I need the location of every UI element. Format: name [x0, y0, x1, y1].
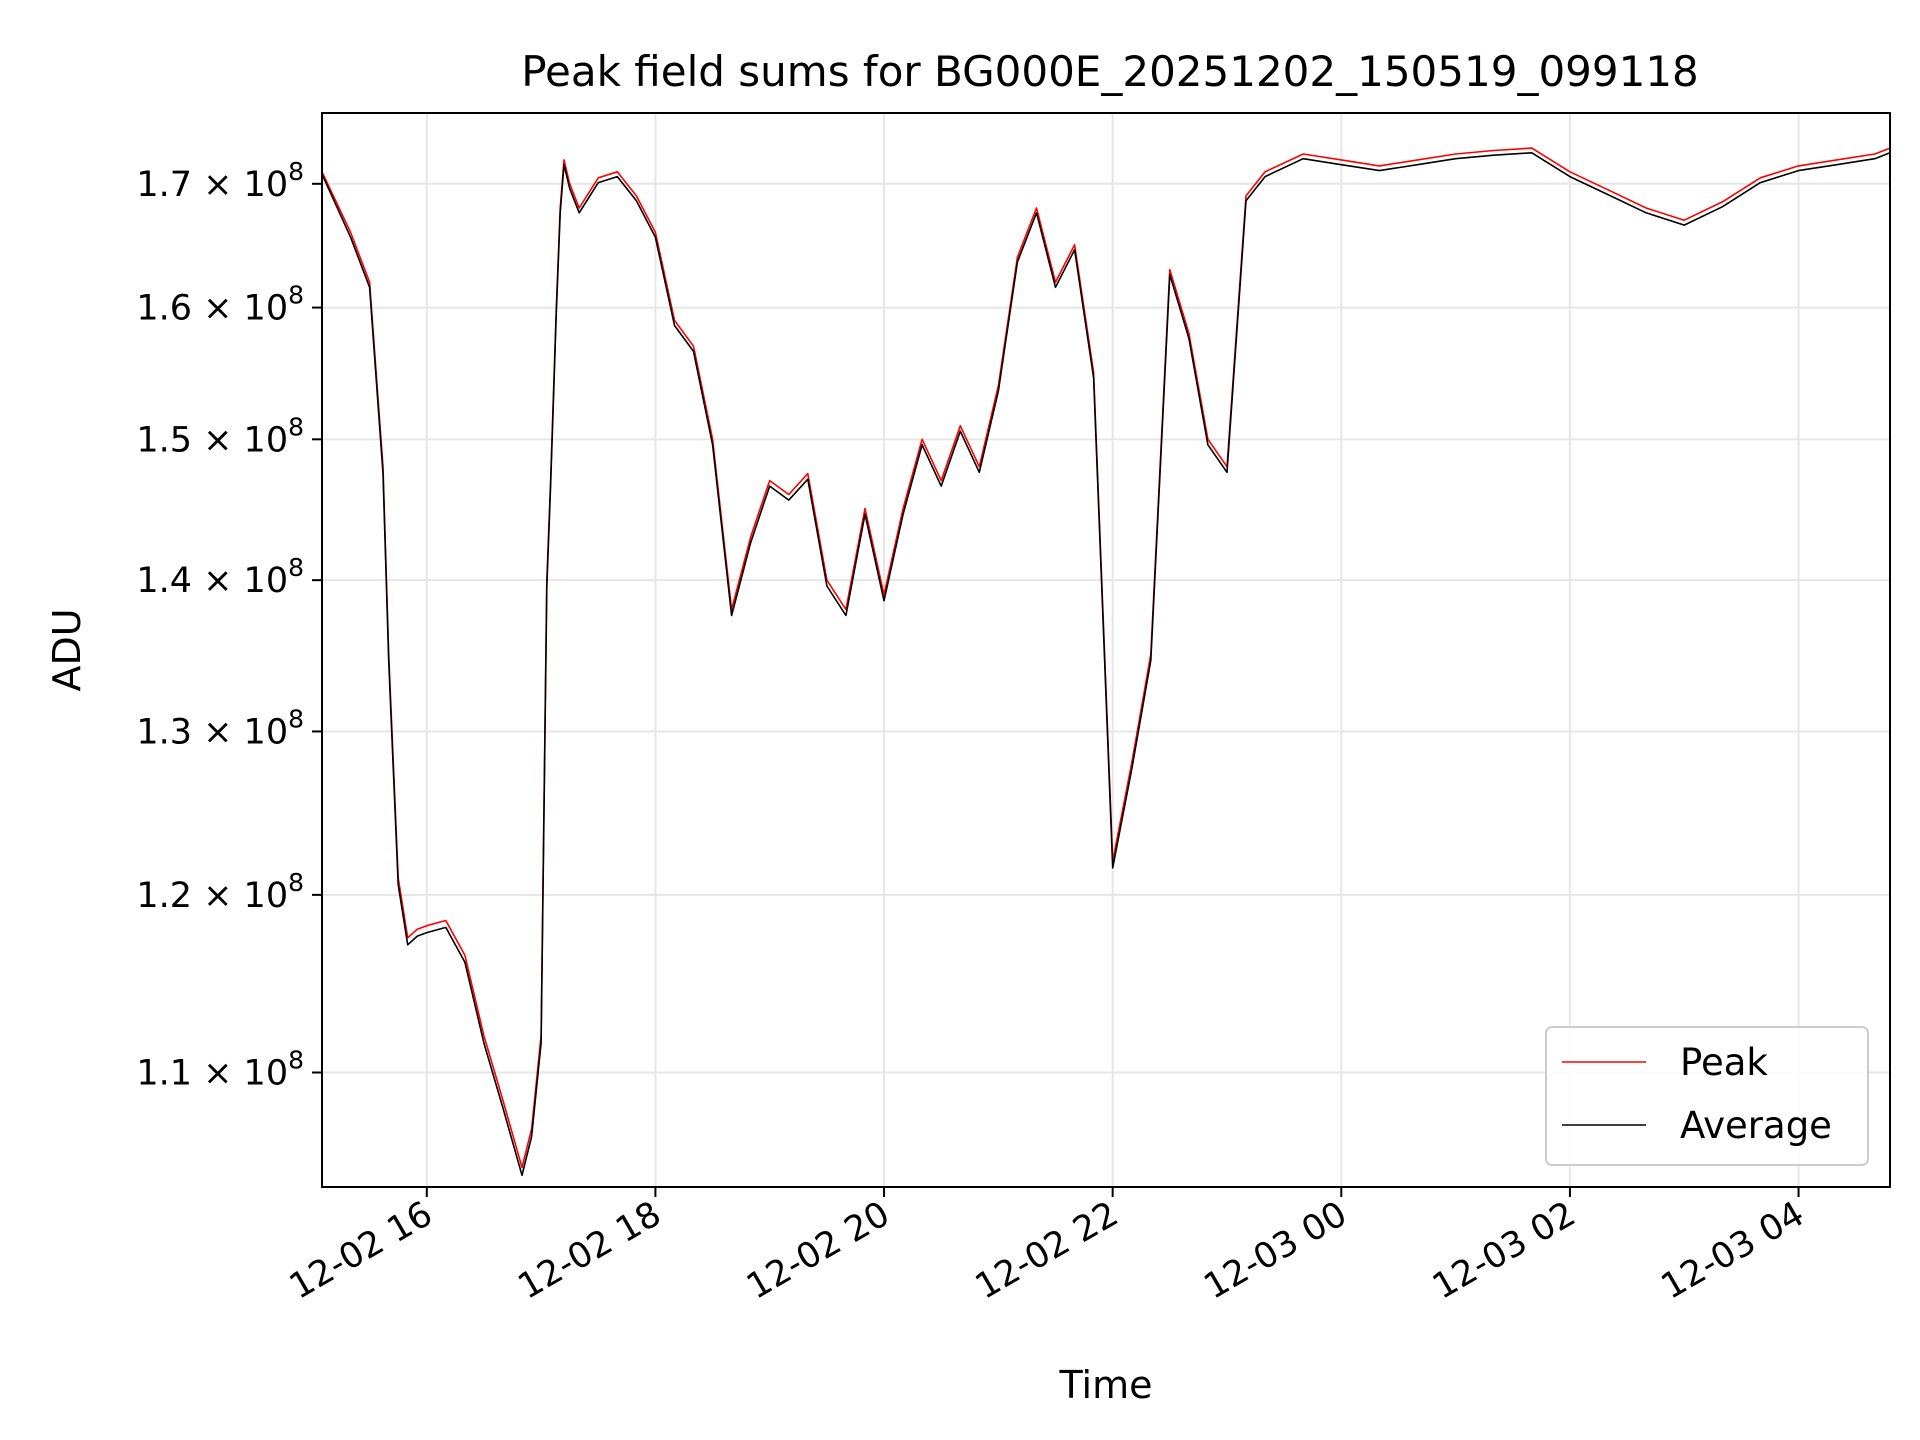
plot-frame — [321, 112, 1891, 1188]
legend-label-average: Average — [1680, 1104, 1832, 1147]
y-tick-label: 1.5 × 108 — [136, 412, 304, 460]
y-tick-label: 1.4 × 108 — [136, 553, 304, 601]
y-tick-label: 1.7 × 108 — [136, 157, 304, 205]
y-tick-label: 1.3 × 108 — [136, 704, 304, 752]
y-axis-label: ADU — [45, 608, 89, 691]
legend-label-peak: Peak — [1680, 1041, 1768, 1084]
series-line-peak — [321, 147, 1891, 1169]
y-tick-label: 1.6 × 108 — [136, 281, 304, 329]
plot-series — [321, 147, 1891, 1177]
y-axis: 1.1 × 108 1.2 × 108 1.3 × 108 1.4 × 108 1.5 … — [136, 157, 322, 1093]
chart-title: Peak field sums for BG000E_20251202_1505… — [521, 47, 1699, 96]
x-axis-label: Time — [1059, 1363, 1153, 1407]
y-tick-label: 1.1 × 108 — [136, 1045, 304, 1093]
series-line-average — [321, 152, 1891, 1177]
grid — [322, 113, 1890, 1187]
y-tick-label: 1.2 × 108 — [136, 868, 304, 916]
legend: Peak Average — [1545, 1026, 1869, 1166]
